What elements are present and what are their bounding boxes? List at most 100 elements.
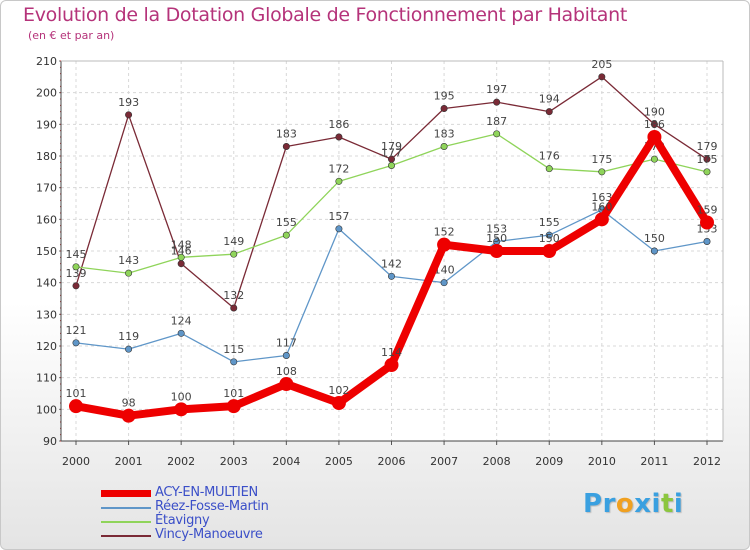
x-tick-label: 2005 bbox=[325, 455, 353, 468]
y-tick-label: 210 bbox=[36, 55, 57, 68]
legend-swatch-etavigny bbox=[101, 521, 151, 523]
data-point bbox=[703, 155, 711, 163]
data-point bbox=[174, 402, 189, 417]
data-label: 145 bbox=[66, 248, 87, 261]
data-label: 100 bbox=[171, 390, 192, 403]
data-label: 139 bbox=[66, 267, 87, 280]
data-label: 153 bbox=[486, 223, 507, 236]
data-label: 124 bbox=[171, 314, 192, 327]
data-point bbox=[440, 105, 448, 113]
data-label: 155 bbox=[539, 216, 560, 229]
logo-letter: P bbox=[583, 489, 603, 519]
data-label: 121 bbox=[66, 324, 87, 337]
data-point bbox=[335, 133, 343, 141]
data-label: 101 bbox=[223, 387, 244, 400]
data-point bbox=[440, 279, 448, 287]
data-label: 190 bbox=[644, 105, 665, 118]
data-label: 150 bbox=[539, 232, 560, 245]
data-point bbox=[282, 351, 290, 359]
data-label: 186 bbox=[328, 118, 349, 131]
x-tick-label: 2004 bbox=[272, 455, 300, 468]
data-label: 101 bbox=[66, 387, 87, 400]
data-label: 193 bbox=[118, 96, 139, 109]
data-point bbox=[282, 231, 290, 239]
data-point bbox=[72, 339, 80, 347]
data-label: 143 bbox=[118, 254, 139, 267]
data-point bbox=[230, 250, 238, 258]
chart-subtitle: (en € et par an) bbox=[28, 29, 115, 42]
proxiti-logo: Proxiti bbox=[583, 489, 683, 519]
data-point bbox=[650, 247, 658, 255]
x-tick-label: 2010 bbox=[588, 455, 616, 468]
data-point bbox=[598, 168, 606, 176]
y-tick-label: 140 bbox=[36, 277, 57, 290]
data-label: 160 bbox=[591, 200, 612, 213]
x-tick-label: 2006 bbox=[378, 455, 406, 468]
data-label: 163 bbox=[591, 191, 612, 204]
data-point bbox=[440, 143, 448, 151]
data-label: 117 bbox=[276, 337, 297, 350]
data-label: 197 bbox=[486, 83, 507, 96]
data-label: 176 bbox=[539, 150, 560, 163]
data-point bbox=[493, 130, 501, 138]
data-point bbox=[647, 130, 662, 144]
legend-label-acy: ACY-EN-MULTIEN bbox=[155, 485, 258, 500]
data-label: 114 bbox=[381, 346, 402, 359]
logo-letter: r bbox=[602, 489, 616, 519]
data-point bbox=[703, 168, 711, 176]
data-label: 157 bbox=[328, 210, 349, 223]
data-label: 150 bbox=[486, 232, 507, 245]
data-point bbox=[335, 225, 343, 233]
data-label: 183 bbox=[434, 128, 455, 141]
x-tick-label: 2009 bbox=[535, 455, 563, 468]
data-label: 142 bbox=[381, 257, 402, 270]
chart-title: Evolution de la Dotation Globale de Fonc… bbox=[23, 4, 628, 26]
y-tick-label: 90 bbox=[43, 435, 57, 448]
data-label: 175 bbox=[591, 153, 612, 166]
data-label: 140 bbox=[434, 264, 455, 277]
data-point bbox=[493, 98, 501, 106]
data-point bbox=[230, 358, 238, 366]
data-point bbox=[177, 260, 185, 268]
data-label: 108 bbox=[276, 365, 297, 378]
data-point bbox=[72, 282, 80, 290]
y-tick-label: 120 bbox=[36, 340, 57, 353]
data-point bbox=[387, 272, 395, 280]
data-point bbox=[598, 73, 606, 81]
y-tick-label: 150 bbox=[36, 245, 57, 258]
data-point bbox=[335, 177, 343, 185]
data-point bbox=[125, 269, 133, 277]
data-point bbox=[545, 108, 553, 116]
data-point bbox=[650, 120, 658, 128]
data-point bbox=[125, 111, 133, 119]
legend-label-vincy: Vincy-Manoeuvre bbox=[155, 527, 263, 542]
y-tick-label: 200 bbox=[36, 87, 57, 100]
data-point bbox=[282, 143, 290, 151]
logo-letter: i bbox=[651, 489, 661, 519]
data-point bbox=[279, 377, 294, 391]
data-point bbox=[545, 231, 553, 239]
data-point bbox=[69, 399, 83, 414]
y-tick-label: 110 bbox=[36, 372, 57, 385]
data-point bbox=[331, 396, 346, 410]
legend-swatch-reez bbox=[101, 507, 151, 509]
data-label: 194 bbox=[539, 93, 560, 106]
data-label: 172 bbox=[328, 162, 349, 175]
data-label: 159 bbox=[697, 204, 718, 217]
y-tick-label: 170 bbox=[36, 182, 57, 195]
data-point bbox=[226, 399, 241, 414]
data-label: 102 bbox=[328, 384, 349, 397]
data-point bbox=[700, 215, 714, 230]
data-point bbox=[489, 244, 504, 258]
data-point bbox=[387, 162, 395, 170]
data-point bbox=[177, 329, 185, 337]
x-tick-label: 2012 bbox=[693, 455, 721, 468]
data-label: 186 bbox=[644, 118, 665, 131]
x-tick-label: 2011 bbox=[640, 455, 668, 468]
data-point bbox=[125, 345, 133, 353]
y-tick-label: 180 bbox=[36, 150, 57, 163]
data-label: 175 bbox=[697, 153, 718, 166]
data-label: 115 bbox=[223, 343, 244, 356]
